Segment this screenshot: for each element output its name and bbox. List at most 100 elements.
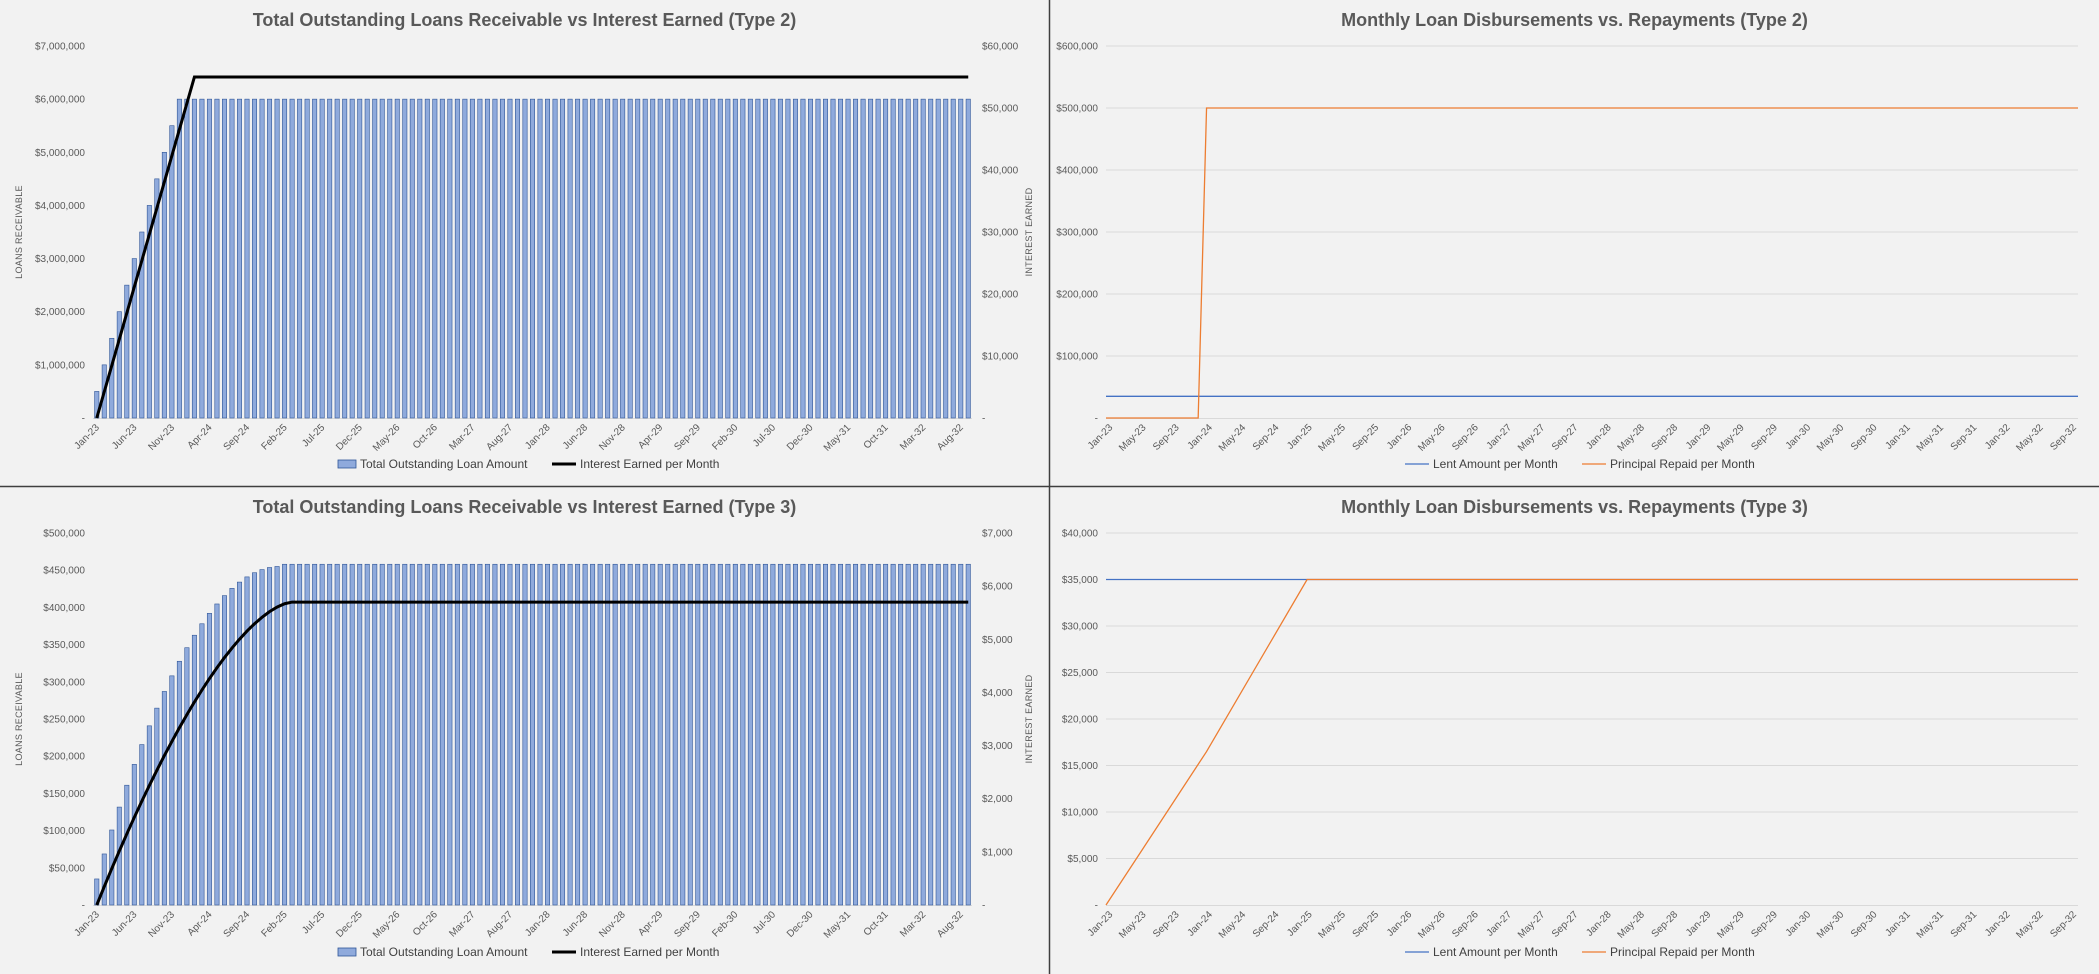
loan-bar xyxy=(146,725,152,906)
loan-bar xyxy=(394,98,400,419)
legend-label: Total Outstanding Loan Amount xyxy=(360,457,528,471)
legend-label: Interest Earned per Month xyxy=(580,945,719,959)
x-tick-label: Aug-27 xyxy=(485,422,516,453)
loan-bar xyxy=(838,98,844,419)
loan-bar xyxy=(567,98,573,419)
loan-bar xyxy=(312,98,318,419)
loan-bar xyxy=(830,563,836,906)
loan-bar xyxy=(755,98,761,419)
x-tick-label: Sep-30 xyxy=(1849,422,1880,453)
loan-bar xyxy=(943,98,949,419)
x-tick-label: Feb-30 xyxy=(710,422,740,452)
loan-bar xyxy=(642,98,648,419)
x-tick-label: May-27 xyxy=(1516,909,1548,941)
loan-bar xyxy=(680,98,686,419)
loan-bar xyxy=(732,563,738,906)
loan-bar xyxy=(379,563,385,906)
x-tick-label: Nov-23 xyxy=(146,422,177,453)
x-tick-label: Oct-26 xyxy=(411,422,440,451)
loan-bar xyxy=(770,563,776,906)
loan-bar xyxy=(477,563,483,906)
y-tick-label: - xyxy=(82,901,85,912)
y-tick-label: $5,000 xyxy=(1067,854,1098,865)
x-tick-label: Nov-23 xyxy=(146,909,177,940)
loan-bar xyxy=(612,563,618,906)
loan-bar xyxy=(950,563,956,906)
x-tick-label: May-28 xyxy=(1616,909,1648,941)
loan-bar xyxy=(807,98,813,419)
loan-bar xyxy=(469,98,475,419)
chart-panel-2: Monthly Loan Disbursements vs. Repayment… xyxy=(1056,10,2079,471)
x-tick-label: Sep-27 xyxy=(1550,909,1581,940)
x-tick-label: Sep-23 xyxy=(1151,909,1182,940)
y2-axis-title: INTEREST EARNED xyxy=(1024,674,1034,763)
loan-bar xyxy=(244,576,250,906)
y-tick-label: $150,000 xyxy=(43,789,85,800)
interest-line xyxy=(95,600,969,906)
loan-bar xyxy=(860,563,866,906)
loan-bar xyxy=(620,563,626,906)
x-tick-label: Jan-23 xyxy=(72,422,102,452)
y-tick-label: $500,000 xyxy=(43,529,85,540)
loan-bar xyxy=(214,98,220,419)
loan-bar xyxy=(597,98,603,419)
y-tick-label: $250,000 xyxy=(43,715,85,726)
chart-title: Total Outstanding Loans Receivable vs In… xyxy=(253,10,796,30)
loan-bar xyxy=(484,98,490,419)
loan-bar xyxy=(379,98,385,419)
y-tick-label: - xyxy=(1095,901,1098,912)
y-tick-label: $2,000,000 xyxy=(35,307,85,318)
loan-bar xyxy=(695,563,701,906)
legend-label: Lent Amount per Month xyxy=(1433,457,1558,471)
chart-panel-4: Monthly Loan Disbursements vs. Repayment… xyxy=(1062,497,2079,959)
loan-bar xyxy=(552,98,558,419)
loan-bar xyxy=(161,691,167,906)
x-tick-label: Jan-23 xyxy=(1086,909,1116,939)
loan-bar xyxy=(777,98,783,419)
x-tick-label: May-26 xyxy=(371,422,403,454)
legend-label: Principal Repaid per Month xyxy=(1610,945,1755,959)
x-tick-label: Sep-24 xyxy=(222,422,253,453)
x-tick-label: Feb-25 xyxy=(260,422,290,452)
x-tick-label: May-25 xyxy=(1317,422,1349,454)
legend-swatch-bars xyxy=(337,459,357,469)
loan-bar xyxy=(364,563,370,906)
x-tick-label: Jan-28 xyxy=(523,422,553,452)
y2-tick-label: $30,000 xyxy=(982,228,1019,239)
x-tick-label: May-29 xyxy=(1715,909,1747,941)
y-tick-label: $35,000 xyxy=(1062,575,1099,586)
loan-bar xyxy=(792,563,798,906)
legend-label: Interest Earned per Month xyxy=(580,457,719,471)
loan-bar xyxy=(357,98,363,419)
loan-bar xyxy=(462,563,468,906)
loan-bar xyxy=(184,98,190,419)
loan-bar xyxy=(116,311,122,419)
loan-bar xyxy=(131,764,137,906)
y2-tick-label: $20,000 xyxy=(982,290,1019,301)
loan-bar xyxy=(928,563,934,906)
x-tick-label: Nov-28 xyxy=(597,909,628,940)
loan-bar xyxy=(439,98,445,419)
loan-bar xyxy=(575,563,581,906)
loan-bar xyxy=(514,563,520,906)
repaid-line xyxy=(1106,107,2078,419)
y-tick-label: $300,000 xyxy=(1056,228,1098,239)
x-tick-label: Jan-32 xyxy=(1983,422,2013,452)
x-tick-label: May-26 xyxy=(1416,909,1448,941)
y-tick-label: $7,000,000 xyxy=(35,42,85,53)
chart-title: Monthly Loan Disbursements vs. Repayment… xyxy=(1341,10,1808,30)
loan-bar xyxy=(845,563,851,906)
loan-bar xyxy=(905,98,911,419)
loan-bar xyxy=(943,563,949,906)
loan-bar xyxy=(702,98,708,419)
loan-bar xyxy=(740,98,746,419)
loan-bar xyxy=(545,98,551,419)
loan-bar xyxy=(349,98,355,419)
loan-bar xyxy=(139,744,145,906)
loan-bar xyxy=(717,563,723,906)
loan-bar xyxy=(890,563,896,906)
x-tick-label: Jan-25 xyxy=(1285,909,1315,939)
loan-bar xyxy=(199,623,205,906)
loan-bar xyxy=(424,563,430,906)
